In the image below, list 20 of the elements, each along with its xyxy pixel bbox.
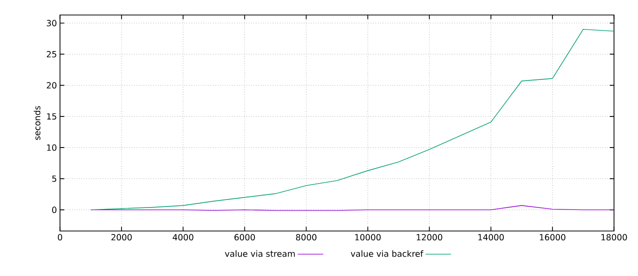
y-tick-label: 15 (47, 113, 56, 120)
x-tick-label: 18000 (601, 234, 627, 240)
x-tick-label: 10000 (355, 234, 381, 240)
y-tick-label: 20 (46, 82, 56, 89)
x-tick-label: 16000 (540, 234, 566, 240)
y-tick-label: 25 (46, 51, 56, 58)
y-tick-label: 0 (52, 206, 56, 214)
x-tick-label: 14000 (478, 234, 504, 240)
y-tick-label: 30 (46, 20, 56, 26)
x-tick-label: 12000 (416, 234, 442, 240)
y-tick-label: 10 (47, 144, 56, 151)
x-tick-label: 4000 (172, 234, 194, 240)
y-tick-label: 5 (52, 176, 56, 182)
legend-label: value via backref (350, 250, 424, 257)
x-tick-label: 2000 (111, 234, 132, 240)
legend-label: value via stream (224, 250, 295, 257)
x-tick-label: 6000 (234, 234, 255, 240)
x-tick-label: 0 (58, 234, 62, 240)
x-tick-label: 8000 (296, 234, 316, 240)
y-axis-title: seconds (34, 106, 40, 140)
